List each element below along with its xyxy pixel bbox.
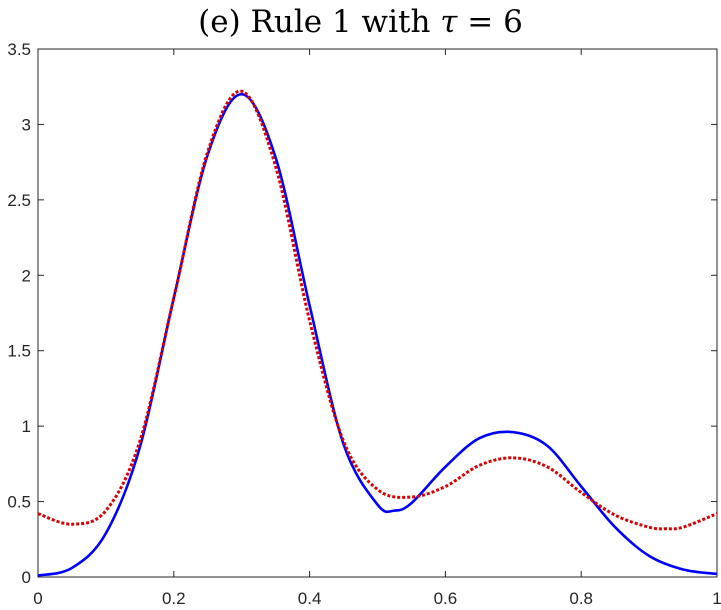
chart-title-prefix: (e) Rule 1 with: [198, 4, 441, 40]
y-tick-label: 3: [22, 115, 31, 134]
y-tick-label: 1.5: [7, 342, 31, 361]
chart-title-suffix: = 6: [457, 4, 523, 40]
x-tick-label: 1: [712, 589, 721, 608]
y-tick-label: 2.5: [7, 191, 31, 210]
series-line-solid-blue: [37, 92, 718, 577]
x-tick-label: 0.2: [162, 589, 186, 608]
y-tick-label: 2: [22, 266, 31, 285]
series-line-dotted-red: [37, 89, 718, 531]
x-tick-label: 0.6: [434, 589, 458, 608]
chart-title-symbol: τ: [440, 4, 458, 40]
axes-box: [37, 48, 718, 578]
y-tick-label: 1: [22, 417, 31, 436]
y-tick-label: 0: [22, 568, 31, 587]
chart-title: (e) Rule 1 with τ = 6: [0, 0, 721, 44]
x-tick-label: 0.4: [298, 589, 322, 608]
y-tick-label: 3.5: [7, 40, 31, 59]
x-tick-label: 0.8: [569, 589, 593, 608]
y-tick-label: 0.5: [7, 493, 31, 512]
x-tick-label: 0: [33, 589, 42, 608]
